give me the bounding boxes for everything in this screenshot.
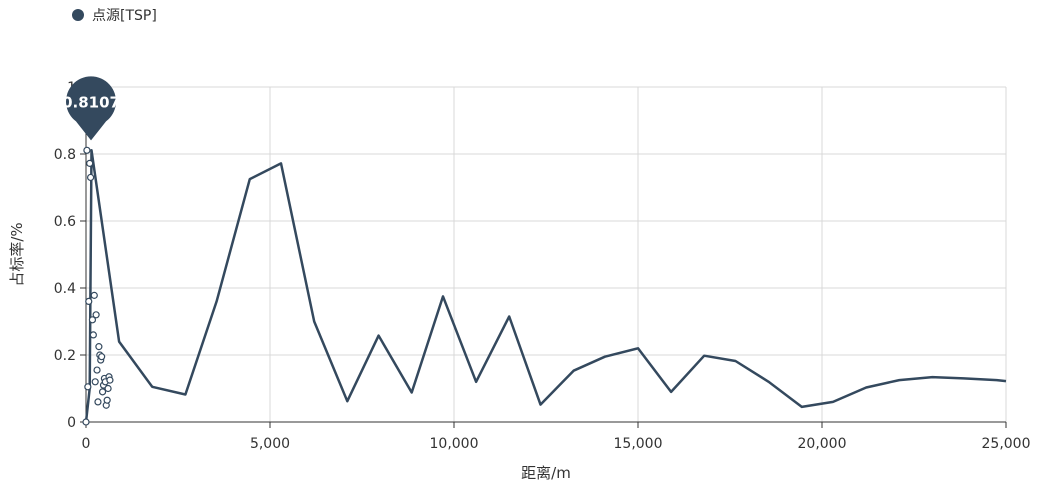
x-tick-label: 10,000 <box>430 436 479 452</box>
x-tick-label: 25,000 <box>982 436 1031 452</box>
data-point <box>84 383 92 391</box>
max-marker[interactable]: 0.8107 <box>62 76 120 141</box>
marker-label: 0.8107 <box>62 93 120 111</box>
x-tick-label: 20,000 <box>798 436 847 452</box>
x-tick-label: 5,000 <box>250 436 290 452</box>
axes: 00.20.40.60.8105,00010,00015,00020,00025… <box>54 80 1031 452</box>
marker-pin-icon <box>66 76 117 141</box>
legend[interactable]: 点源[TSP] <box>72 5 157 25</box>
data-point <box>85 297 93 305</box>
data-point <box>95 343 103 351</box>
data-point <box>98 353 106 361</box>
series-layer <box>82 146 1007 426</box>
y-tick-label: 0.6 <box>54 214 76 230</box>
x-axis-title: 距离/m <box>521 464 571 482</box>
legend-label: 点源[TSP] <box>92 8 157 24</box>
data-point <box>103 396 111 404</box>
data-point <box>92 311 100 319</box>
data-point <box>89 331 97 339</box>
data-point <box>91 378 99 386</box>
legend-dot-icon <box>72 9 84 21</box>
data-point <box>82 418 90 426</box>
y-axis-title: 占标率/% <box>8 222 26 286</box>
data-point <box>88 316 97 324</box>
y-tick-label: 0.4 <box>54 281 76 297</box>
data-point <box>86 159 94 167</box>
y-tick-label: 0.2 <box>54 348 76 364</box>
data-point <box>90 291 98 299</box>
data-point <box>83 146 91 154</box>
series-line <box>84 149 1007 423</box>
data-point <box>94 398 102 406</box>
data-point <box>86 173 95 182</box>
data-point <box>104 384 112 393</box>
grid-lines <box>86 86 1007 422</box>
data-point <box>93 366 101 374</box>
data-point <box>106 376 114 384</box>
y-tick-label: 0 <box>67 415 76 431</box>
data-point <box>98 388 107 396</box>
x-tick-label: 0 <box>82 436 91 452</box>
x-tick-label: 15,000 <box>614 436 663 452</box>
y-tick-label: 0.8 <box>54 147 76 163</box>
